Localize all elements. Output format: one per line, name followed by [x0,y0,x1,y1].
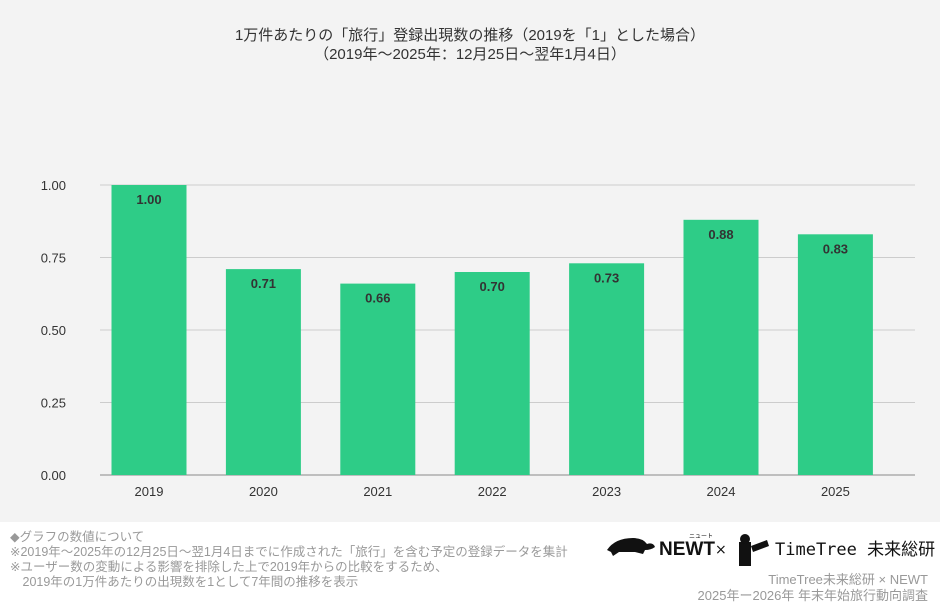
y-tick-label: 0.50 [41,323,66,338]
note-line: ◆グラフの数値について [10,530,145,544]
data-label: 0.73 [594,270,619,285]
credit-line: 2025年ー2026年 年末年始旅行動向調査 [697,588,928,603]
logos: NEWT ニュート × TimeTree 未来総研 [607,533,935,566]
chart-subtitle: （2019年～2025年：12月25日～翌年1月4日） [314,46,626,63]
bar [683,219,759,475]
y-tick-label: 1.00 [41,178,66,193]
notes: ◆グラフの数値について ※2019年～2025年の12月25日～翌1月4日までに… [10,530,568,590]
data-label: 0.88 [708,227,733,242]
x-tick-label: 2022 [478,484,507,499]
note-line: ※2019年～2025年の12月25日～翌1月4日までに作成された「旅行」を含む… [10,545,568,559]
timetree-figure-logo-icon [739,534,769,566]
newt-kana: ニュート [689,533,713,540]
bar [340,283,416,475]
credit-line: TimeTree未来総研 × NEWT [768,572,928,587]
credit: TimeTree未来総研 × NEWT 2025年ー2026年 年末年始旅行動向… [698,572,928,604]
timetree-logo-text: TimeTree 未来総研 [775,540,935,560]
x-tick-label: 2025 [821,484,850,499]
bar [111,185,187,475]
newt-logo-text: NEWT [659,539,715,560]
y-tick-label: 0.75 [41,251,66,266]
x-tick-label: 2021 [363,484,392,499]
x-tick-label: 2019 [135,484,164,499]
x-tick-label: 2020 [249,484,278,499]
times-sign: × [715,542,727,558]
data-label: 0.66 [365,291,390,306]
bar-chart: 0.00 0.25 0.50 0.75 1.00 1.00 2019 0.71 2020 0.66… [41,178,915,499]
y-tick-label: 0.00 [41,468,66,483]
bar [569,263,645,475]
chart-title: 1万件あたりの「旅行」登録出現数の推移（2019を「1」とした場合） [234,27,706,44]
x-tick-label: 2023 [592,484,621,499]
y-tick-label: 0.25 [41,396,66,411]
data-label: 1.00 [136,192,161,207]
data-label: 0.70 [480,279,505,294]
data-label: 0.83 [823,241,848,256]
bar [797,234,873,475]
x-tick-label: 2024 [707,484,736,499]
chart-area: 1万件あたりの「旅行」登録出現数の推移（2019を「1」とした場合） （2019… [0,0,940,522]
data-label: 0.71 [251,276,276,291]
note-line: 2019年の1万件あたりの出現数を1として7年間の推移を表示 [10,575,359,589]
bar [454,272,530,475]
newt-turtle-logo-icon [607,538,655,556]
note-line: ※ユーザー数の変動による影響を排除した上で2019年からの比較をするため、 [10,560,448,574]
bar [225,269,301,475]
